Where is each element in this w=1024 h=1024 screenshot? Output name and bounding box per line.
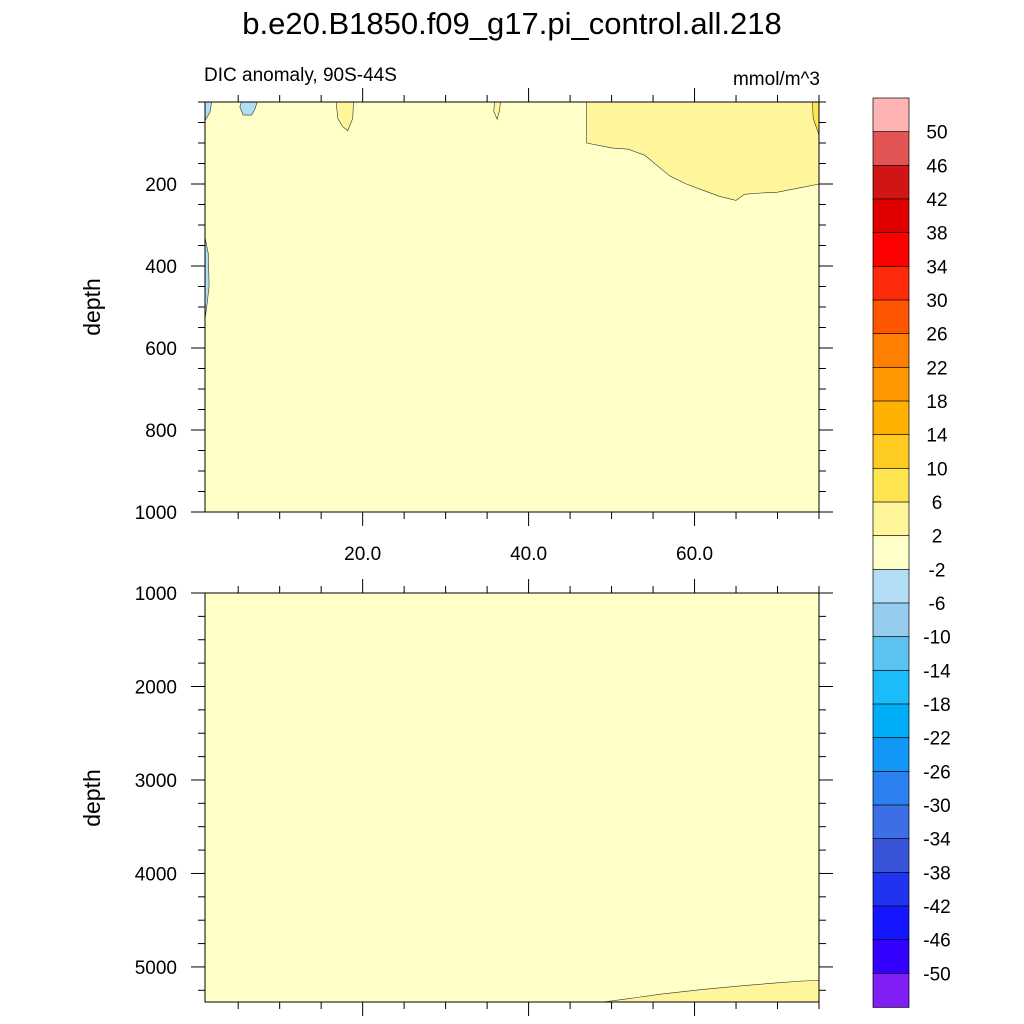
colorbar-label: -38 (923, 863, 950, 884)
upper-y-tick-label: 200 (145, 175, 177, 196)
colorbar-label: 30 (926, 291, 947, 312)
colorbar-swatch (872, 265, 910, 301)
lower-y-axis-label: depth (79, 769, 105, 827)
colorbar-label: 2 (932, 527, 943, 548)
lower-contour-regions (205, 593, 820, 1003)
chart-title: b.e20.B1850.f09_g17.pi_control.all.218 (242, 6, 782, 41)
lower-ticks: 1000 2000 3000 4000 5000 (135, 579, 833, 1016)
colorbar-swatch (872, 568, 910, 604)
colorbar-swatch (872, 905, 910, 941)
colorbar-swatch (872, 131, 910, 167)
colorbar-swatch (872, 804, 910, 840)
lower-y-tick-label: 1000 (135, 584, 177, 605)
colorbar-label: -42 (923, 897, 950, 918)
colorbar: 50 46 42 38 34 30 26 22 18 14 10 6 2 -2 -6 -10 -14 -18 -22… (872, 97, 951, 1008)
colorbar-label: -26 (923, 762, 950, 783)
colorbar-label: 34 (926, 257, 948, 278)
upper-contour-region-1 (586, 101, 820, 201)
colorbar-swatch (872, 164, 910, 200)
upper-y-tick-label: 800 (145, 421, 177, 442)
colorbar-swatch (872, 400, 910, 436)
colorbar-label: -22 (923, 729, 950, 750)
upper-y-tick-label: 1000 (135, 503, 177, 524)
colorbar-label: 50 (926, 123, 947, 144)
upper-panel: 200 400 600 800 1000 20.0 40.0 60.0 depth (79, 88, 833, 565)
upper-x-tick-label: 60.0 (676, 544, 713, 565)
colorbar-label: -18 (923, 695, 950, 716)
colorbar-label: -34 (923, 830, 951, 851)
colorbar-label: -2 (929, 560, 946, 581)
upper-y-tick-label: 600 (145, 339, 177, 360)
colorbar-swatch (872, 501, 910, 537)
upper-contour-regions (204, 101, 820, 512)
colorbar-swatch (872, 535, 910, 571)
colorbar-swatch (872, 703, 910, 739)
colorbar-label: -10 (923, 628, 950, 649)
lower-y-tick-label: 4000 (135, 864, 177, 885)
upper-x-tick-label: 20.0 (344, 544, 381, 565)
colorbar-swatch (872, 838, 910, 874)
colorbar-swatch (872, 299, 910, 335)
colorbar-label: -46 (923, 931, 950, 952)
left-subtitle: DIC anomaly, 90S-44S (204, 65, 397, 86)
colorbar-swatch (872, 366, 910, 402)
upper-y-tick-label: 400 (145, 257, 177, 278)
colorbar-label: 42 (926, 190, 947, 211)
upper-y-axis-label: depth (79, 278, 105, 336)
colorbar-label: 38 (926, 224, 947, 245)
colorbar-label: 22 (926, 358, 947, 379)
colorbar-label: 26 (926, 325, 947, 346)
colorbar-swatch (872, 871, 910, 907)
colorbar-label: 18 (926, 392, 947, 413)
colorbar-label: 6 (932, 493, 943, 514)
colorbar-label: -6 (929, 594, 946, 615)
upper-x-tick-label: 40.0 (510, 544, 547, 565)
colorbar-swatch (872, 467, 910, 503)
colorbar-label: -50 (923, 964, 950, 985)
lower-y-tick-label: 3000 (135, 771, 177, 792)
colorbar-swatch (872, 434, 910, 470)
colorbar-swatch (872, 939, 910, 975)
lower-plot-frame (204, 592, 820, 1003)
colorbar-label: 10 (926, 459, 947, 480)
colorbar-label: 46 (926, 156, 947, 177)
colorbar-swatch (872, 232, 910, 268)
colorbar-label: -14 (923, 661, 951, 682)
colorbar-swatch (872, 972, 910, 1008)
upper-ticks: 200 400 600 800 1000 20.0 40.0 60.0 (135, 88, 833, 565)
lower-y-tick-label: 5000 (135, 958, 177, 979)
colorbar-swatch (872, 198, 910, 234)
colorbar-swatch (872, 602, 910, 638)
colorbar-swatch (872, 770, 910, 806)
colorbar-swatch (872, 636, 910, 672)
colorbar-swatch (872, 669, 910, 705)
units-label: mmol/m^3 (733, 69, 820, 90)
lower-background-fill (205, 593, 819, 1002)
colorbar-swatch (872, 737, 910, 773)
colorbar-swatch (872, 333, 910, 369)
colorbar-label: -30 (923, 796, 950, 817)
lower-y-tick-label: 2000 (135, 677, 177, 698)
colorbar-label: 14 (926, 426, 948, 447)
lower-panel: 1000 2000 3000 4000 5000 depth (79, 579, 833, 1016)
colorbar-swatch (872, 97, 910, 133)
